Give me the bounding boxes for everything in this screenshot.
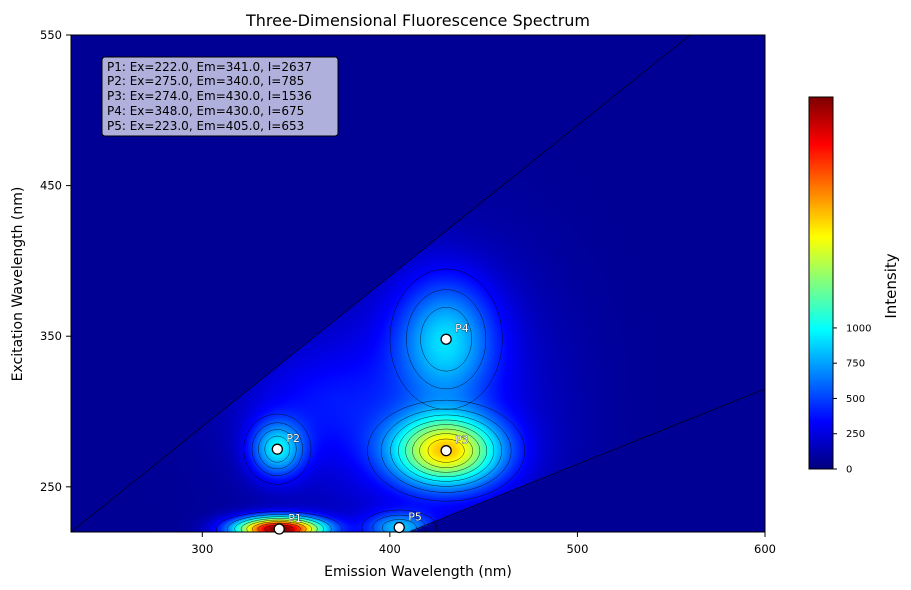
x-tick-label: 500	[566, 542, 588, 556]
contour-line	[427, 438, 465, 463]
contour-line	[420, 306, 472, 372]
x-axis-label: Emission Wavelength (nm)	[324, 564, 512, 580]
y-tick-label: 450	[40, 179, 62, 193]
peak-marker-p1	[273, 523, 285, 535]
contour-line	[381, 519, 417, 532]
contour-line	[226, 514, 332, 532]
contour-line	[264, 435, 291, 463]
x-tick-label: 600	[754, 542, 776, 556]
annotation-line-p2: P2: Ex=275.0, Em=340.0, I=785	[107, 74, 304, 88]
y-tick-label: 350	[40, 329, 62, 343]
peak-annotation-box: P1: Ex=222.0, Em=341.0, I=2637 P2: Ex=27…	[101, 56, 339, 137]
y-axis-label: Excitation Wavelength (nm)	[10, 187, 26, 382]
contour-line	[243, 413, 312, 485]
contour-line	[398, 419, 495, 482]
x-tick-label: 400	[379, 542, 401, 556]
colorbar-frame	[808, 96, 834, 470]
y-tick-label: 250	[40, 480, 62, 494]
contour-line	[234, 516, 324, 532]
annotation-line-p1: P1: Ex=222.0, Em=341.0, I=2637	[107, 60, 312, 74]
contour-line	[216, 511, 343, 532]
contour-line	[372, 514, 426, 532]
contour-line	[361, 509, 437, 532]
peak-label-p2: P2	[286, 432, 300, 445]
colorbar-tick-label: 1000	[846, 323, 871, 334]
rayleigh-second-order-line	[408, 388, 765, 532]
peak-label-p3: P3	[455, 434, 469, 447]
colorbar-ticks: 0 250 500 750 1000	[833, 323, 871, 476]
colorbar-gradient	[809, 97, 833, 469]
contour-line	[258, 429, 297, 470]
peak-marker-p2	[271, 443, 283, 455]
plot-frame	[70, 34, 766, 533]
annotation-background	[101, 56, 339, 137]
colorbar-tick-label: 250	[846, 429, 865, 440]
contour-line	[412, 428, 481, 473]
contour-line	[406, 289, 487, 390]
contour-line	[251, 521, 307, 532]
peak-marker-p5	[393, 521, 405, 534]
peak-marker-p3	[440, 445, 452, 457]
contour-line	[389, 268, 503, 410]
peak-label-p5: P5	[408, 510, 422, 523]
contour-line	[240, 518, 318, 532]
rayleigh-first-order-line	[71, 35, 691, 532]
y-tick-label: 550	[40, 28, 62, 42]
peak-marker-p4	[440, 333, 452, 345]
annotation-line-p5: P5: Ex=223.0, Em=405.0, I=653	[107, 119, 304, 133]
colorbar-tick-label: 0	[846, 465, 852, 476]
peak-label-p4: P4	[455, 322, 469, 335]
y-axis-ticks: 250 350 450 550	[40, 28, 71, 494]
contour-line	[367, 399, 526, 502]
contour-line	[380, 408, 512, 493]
chart-title: Three-Dimensional Fluorescence Spectrum	[245, 11, 590, 30]
contour-line	[246, 519, 312, 532]
contour-lines	[71, 35, 765, 532]
annotation-line-p3: P3: Ex=274.0, Em=430.0, I=1536	[107, 89, 312, 103]
annotation-line-p4: P4: Ex=348.0, Em=430.0, I=675	[107, 104, 304, 118]
peak-label-p1: P1	[288, 512, 302, 525]
contour-line	[251, 422, 303, 476]
contour-line	[257, 522, 301, 532]
contour-line	[405, 424, 488, 478]
x-tick-label: 300	[191, 542, 213, 556]
x-axis-ticks: 300 400 500 600	[191, 532, 776, 556]
colorbar-label: Intensity	[882, 253, 900, 318]
colorbar-tick-label: 750	[846, 359, 865, 370]
colorbar-tick-label: 500	[846, 394, 865, 405]
colorbar: 0 250 500 750 1000 Intensity	[808, 96, 900, 476]
contour-line	[390, 414, 502, 487]
contour-line	[419, 433, 473, 469]
peak-markers: P1 P2 P3 P4 P5	[271, 322, 469, 535]
